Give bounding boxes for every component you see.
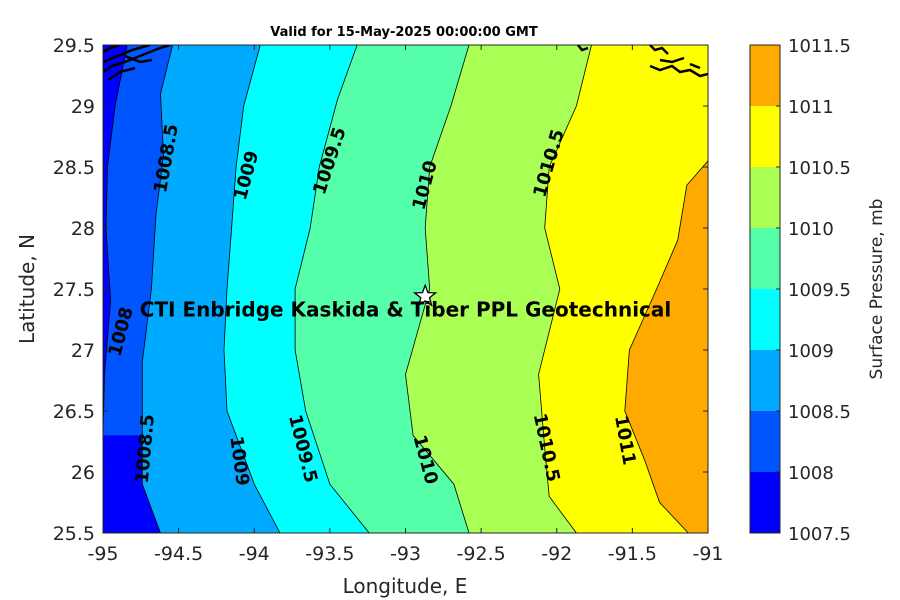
colorbar-tick-label: 1010.5	[788, 158, 851, 179]
colorbar-tick-label: 1011.5	[788, 36, 851, 57]
chart-title: Valid for 15-May-2025 00:00:00 GMT	[270, 25, 538, 40]
contour-line	[141, 45, 173, 533]
fill-band	[624, 45, 708, 533]
x-tick-label: -93	[390, 543, 421, 565]
y-axis-ticks: 25.5 26 26.5 27 27.5 28 28.5 29 29.5	[53, 35, 708, 545]
y-tick-label: 29.5	[53, 35, 95, 57]
x-tick-label: -92.5	[457, 543, 506, 565]
colorbar-tick-label: 1010	[788, 219, 834, 240]
x-tick-label: -95	[87, 543, 118, 565]
x-tick-label: -94.5	[154, 543, 203, 565]
y-tick-label: 26.5	[53, 401, 95, 423]
y-tick-label: 28.5	[53, 157, 95, 179]
colorbar-swatch	[750, 411, 780, 472]
colorbar-tick-label: 1007.5	[788, 524, 851, 545]
star-marker	[412, 283, 438, 307]
y-axis-label: Latitude, N	[15, 234, 39, 344]
y-tick-label: 29	[71, 96, 95, 118]
colorbar-swatch	[750, 228, 780, 289]
y-tick-label: 28	[71, 218, 95, 240]
x-tick-label: -91	[692, 543, 723, 565]
colorbar-tick-label: 1009.5	[788, 280, 851, 301]
colorbar-tick-label: 1009	[788, 341, 834, 362]
colorbar-tick-label: 1011	[788, 97, 834, 118]
contour-lines	[103, 45, 708, 533]
y-tick-label: 27	[71, 340, 95, 362]
x-axis-label: Longitude, E	[343, 574, 468, 598]
contour-line	[538, 45, 592, 533]
coastline	[103, 45, 708, 82]
x-tick-label: -93.5	[305, 543, 354, 565]
colorbar-swatch	[750, 289, 780, 350]
colorbar-swatch	[750, 45, 780, 106]
colorbar-swatch	[750, 350, 780, 411]
x-tick-label: -91.5	[608, 543, 657, 565]
site-annotation: CTI Enbridge Kaskida & Tiber PPL Geotech…	[140, 283, 672, 322]
colorbar: 1007.5 1008 1008.5 1009 1009.5 1010 1010.5 1011…	[749, 36, 851, 545]
x-tick-label: -94	[239, 543, 270, 565]
colorbar-tick-label: 1008	[788, 463, 834, 484]
colorbar-label: Surface Pressure, mb	[867, 199, 887, 380]
contour-line	[223, 45, 281, 533]
contour-line	[624, 160, 708, 533]
y-tick-label: 25.5	[53, 523, 95, 545]
colorbar-swatch	[750, 472, 780, 533]
y-tick-label: 27.5	[53, 279, 95, 301]
colorbar-tick-label: 1008.5	[788, 402, 851, 423]
contour-line	[294, 45, 370, 533]
y-tick-label: 26	[71, 462, 95, 484]
pressure-fills	[103, 45, 708, 533]
x-axis-ticks: -95 -94.5 -94 -93.5 -93 -92.5 -92 -91.5 -91	[87, 45, 724, 565]
colorbar-swatch	[750, 106, 780, 167]
site-label: CTI Enbridge Kaskida & Tiber PPL Geotech…	[140, 298, 672, 322]
colorbar-swatch	[750, 167, 780, 228]
x-tick-label: -92	[541, 543, 572, 565]
contour-line	[405, 45, 470, 533]
